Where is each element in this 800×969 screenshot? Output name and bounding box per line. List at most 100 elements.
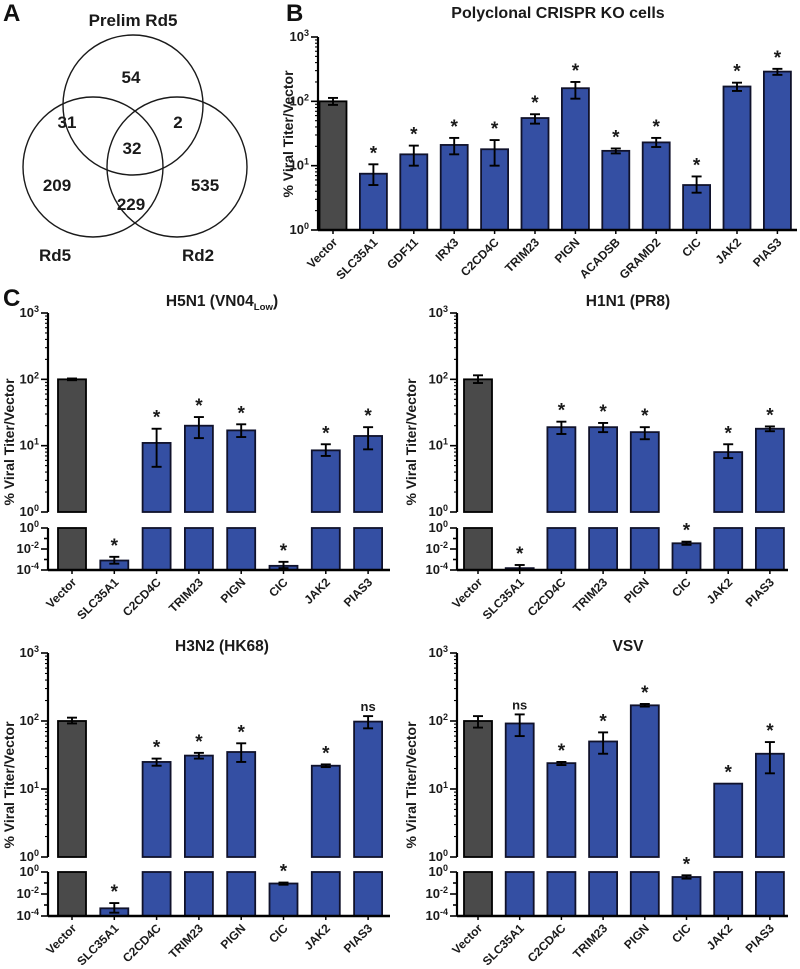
sig-JAK2: * xyxy=(322,423,330,444)
x-label-C2CD4C: C2CD4C xyxy=(120,575,164,619)
error-bar-JAK2 xyxy=(320,763,331,769)
bar-TRIM23 xyxy=(588,740,619,858)
error-bar-C2CD4C xyxy=(151,757,162,767)
sig-JAK2: * xyxy=(724,423,732,444)
error-bars-group xyxy=(473,703,775,880)
sig-PIAS3: * xyxy=(766,405,774,426)
sig-PIAS3: ns xyxy=(361,699,376,714)
y-tick-label: 10-2 xyxy=(426,885,448,901)
bar-C2CD4C xyxy=(546,871,577,917)
x-label-CIC: CIC xyxy=(266,575,291,600)
bar-JAK2 xyxy=(310,871,341,917)
sig-SLC35A1: * xyxy=(370,143,378,164)
y-tick-label: 100 xyxy=(429,848,448,864)
y-tick-label: 100 xyxy=(20,503,39,519)
sig-PIAS3: * xyxy=(364,406,372,427)
y-tick-label: 10-2 xyxy=(426,540,448,556)
y-tick-label: 10-4 xyxy=(17,561,39,577)
bar-SLC35A1 xyxy=(504,871,535,917)
bar-PIAS3 xyxy=(353,527,384,571)
y-axis-label: % Viral Titer/Vector xyxy=(280,70,296,198)
x-label-IRX3: IRX3 xyxy=(433,235,462,264)
y-tick-label: 101 xyxy=(20,437,39,453)
bar-TRIM23 xyxy=(588,527,619,571)
bar-JAK2 xyxy=(310,764,341,858)
error-bar-GDF11 xyxy=(408,144,419,167)
x-label-JAK2: JAK2 xyxy=(301,575,333,607)
svg-text:H1N1 (PR8): H1N1 (PR8) xyxy=(586,293,670,310)
bars-group xyxy=(57,720,384,917)
y-tick-label: 102 xyxy=(290,92,309,108)
bar-CIC xyxy=(671,542,702,571)
x-label-CIC: CIC xyxy=(266,921,291,946)
y-tick-label: 103 xyxy=(429,304,448,320)
venn-count-left-only: 209 xyxy=(43,176,71,195)
x-label-C2CD4C: C2CD4C xyxy=(525,921,569,965)
x-label-PIGN: PIGN xyxy=(552,235,583,266)
error-bar-SLC35A1 xyxy=(109,902,120,914)
venn-count-top-left: 31 xyxy=(58,113,77,132)
sig-ACADSB: * xyxy=(612,127,620,148)
svg-text:H3N2 (HK68): H3N2 (HK68) xyxy=(175,638,269,655)
bar-TRIM23 xyxy=(520,117,550,231)
bar-PIAS3 xyxy=(353,871,384,917)
x-label-Vector: Vector xyxy=(43,921,79,957)
error-bar-C2CD4C xyxy=(151,427,162,468)
bar-Vector xyxy=(463,527,493,571)
bar-SLC35A1 xyxy=(504,722,535,858)
y-tick-label: 102 xyxy=(20,712,39,728)
sig-C2CD4C: * xyxy=(153,408,161,429)
bar-Vector xyxy=(463,720,493,858)
venn-count-top-right: 2 xyxy=(173,113,182,132)
x-label-SLC35A1: SLC35A1 xyxy=(333,235,380,282)
panel-label-a: A xyxy=(3,0,21,27)
sig-C2CD4C: * xyxy=(558,741,566,762)
chart-title-VSV: VSV xyxy=(612,638,644,655)
sig-PIGN: * xyxy=(641,683,649,704)
x-label-JAK2: JAK2 xyxy=(713,235,745,267)
bar-C2CD4C xyxy=(141,527,172,571)
error-bar-PIGN xyxy=(236,423,247,438)
y-tick-label: 100 xyxy=(20,848,39,864)
sig-GDF11: * xyxy=(410,125,418,146)
x-label-Vector: Vector xyxy=(449,921,485,957)
venn-label-rd5: Rd5 xyxy=(39,246,71,265)
x-label-PIAS3: PIAS3 xyxy=(743,921,778,956)
sig-TRIM23: * xyxy=(599,402,607,423)
error-bar-TRIM23 xyxy=(193,751,204,760)
x-label-PIGN: PIGN xyxy=(218,575,249,606)
y-tick-label: 102 xyxy=(429,712,448,728)
error-bar-TRIM23 xyxy=(193,416,204,440)
x-label-SLC35A1: SLC35A1 xyxy=(74,575,121,622)
x-label-PIAS3: PIAS3 xyxy=(750,235,785,270)
error-bar-PIAS3 xyxy=(363,426,374,451)
error-bar-JAK2 xyxy=(723,443,734,460)
chart-polyclonal-crispr: Polyclonal CRISPR KO cells % Viral Titer/… xyxy=(280,5,797,282)
chart-title-H1N1: H1N1 (PR8) xyxy=(586,293,670,310)
sig-TRIM23: * xyxy=(195,732,203,753)
sig-JAK2: * xyxy=(733,62,741,83)
y-axis-label: % Viral Titer/Vector xyxy=(1,378,17,506)
bar-ACADSB xyxy=(601,149,631,231)
y-tick-label: 10-4 xyxy=(426,907,448,923)
error-bar-ACADSB xyxy=(610,147,621,155)
bar-Vector xyxy=(463,378,493,513)
x-label-CIC: CIC xyxy=(669,575,694,600)
venn-label-rd2: Rd2 xyxy=(182,246,214,265)
chart-h3n2: H3N2 (HK68) % Viral Titer/Vector * * * * * * ns V… xyxy=(1,638,390,968)
y-tick-label: 101 xyxy=(290,157,309,173)
sig-PIAS3: * xyxy=(766,721,774,742)
x-label-SLC35A1: SLC35A1 xyxy=(480,921,527,968)
bar-PIAS3 xyxy=(762,70,792,231)
y-tick-label: 100 xyxy=(290,221,309,237)
y-axis-label: % Viral Titer/Vector xyxy=(403,378,419,506)
error-bar-CIC xyxy=(278,560,289,570)
error-bars-group xyxy=(67,377,374,570)
svg-text:Polyclonal CRISPR KO cells: Polyclonal CRISPR KO cells xyxy=(451,5,665,22)
sig-TRIM23: * xyxy=(195,396,203,417)
y-tick-label: 100 xyxy=(20,519,39,535)
significance-group: * * * * * * * xyxy=(111,396,373,562)
sig-CIC: * xyxy=(280,541,288,562)
x-label-Vector: Vector xyxy=(449,575,485,611)
